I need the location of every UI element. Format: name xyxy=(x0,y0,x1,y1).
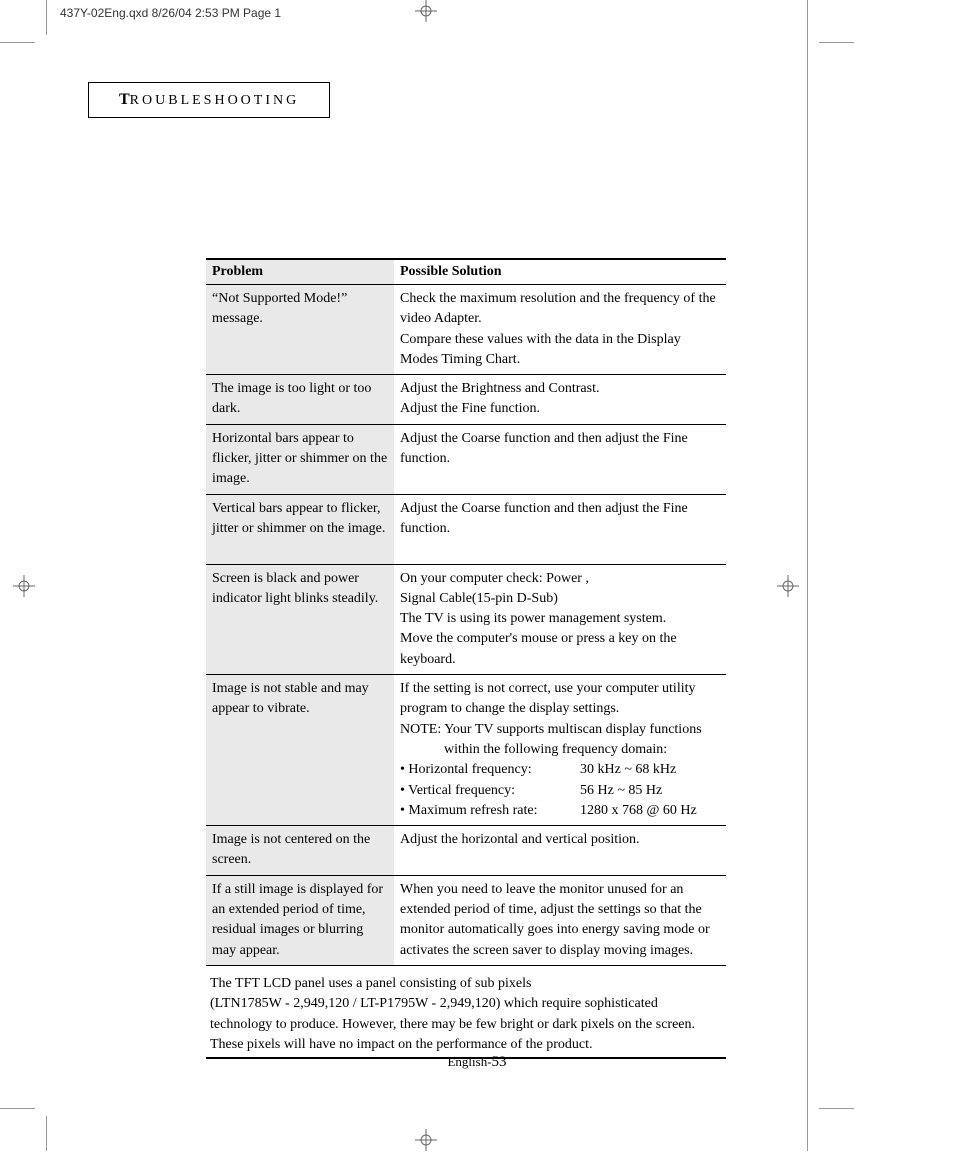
problem-cell: Image is not stable and may appear to vi… xyxy=(206,675,394,826)
page-number: English-53 xyxy=(0,1054,954,1071)
registration-mark-icon xyxy=(415,1129,437,1151)
table-body: “Not Supported Mode!” message. Check the… xyxy=(206,285,726,966)
solution-intro: If the setting is not correct, use your … xyxy=(400,679,720,720)
registration-mark-icon xyxy=(13,575,35,597)
frequency-table: • Horizontal frequency: 30 kHz ~ 68 kHz … xyxy=(400,760,720,821)
cropmark xyxy=(46,0,47,35)
cropmark xyxy=(807,1116,808,1151)
cropmark xyxy=(46,1116,47,1151)
table-header-solution: Possible Solution xyxy=(394,259,726,285)
print-header: 437Y-02Eng.qxd 8/26/04 2:53 PM Page 1 xyxy=(60,6,281,20)
cropmark xyxy=(0,1108,35,1109)
freq-value: 56 Hz ~ 85 Hz xyxy=(580,781,720,801)
solution-note-indent: within the following frequency domain: xyxy=(400,740,720,760)
solution-cell: Adjust the Brightness and Contrast.Adjus… xyxy=(394,375,726,425)
problem-cell: Screen is black and power indicator ligh… xyxy=(206,564,394,674)
table-row: If a still image is displayed for an ext… xyxy=(206,875,726,965)
table-row: Image is not stable and may appear to vi… xyxy=(206,675,726,826)
solution-cell: On your computer check: Power ,Signal Ca… xyxy=(394,564,726,674)
freq-row: • Horizontal frequency: 30 kHz ~ 68 kHz xyxy=(400,760,720,780)
solution-note: NOTE: Your TV supports multiscan display… xyxy=(400,720,720,740)
solution-cell: Check the maximum resolution and the fre… xyxy=(394,285,726,375)
freq-value: 30 kHz ~ 68 kHz xyxy=(580,760,720,780)
table-row: “Not Supported Mode!” message. Check the… xyxy=(206,285,726,375)
freq-row: • Vertical frequency: 56 Hz ~ 85 Hz xyxy=(400,781,720,801)
cropmark xyxy=(807,0,808,1151)
freq-value: 1280 x 768 @ 60 Hz xyxy=(580,801,720,821)
problem-cell: The image is too light or too dark. xyxy=(206,375,394,425)
section-title-rest: ROUBLESHOOTING xyxy=(130,93,300,108)
problem-cell: “Not Supported Mode!” message. xyxy=(206,285,394,375)
solution-cell: When you need to leave the monitor unuse… xyxy=(394,875,726,965)
problem-cell: Image is not centered on the screen. xyxy=(206,826,394,876)
table-header-row: Problem Possible Solution xyxy=(206,259,726,285)
table-row: Vertical bars appear to flicker, jitter … xyxy=(206,494,726,564)
section-title-first: T xyxy=(119,91,130,108)
problem-cell: Vertical bars appear to flicker, jitter … xyxy=(206,494,394,564)
table-header-problem: Problem xyxy=(206,259,394,285)
section-title: TROUBLESHOOTING xyxy=(88,82,330,118)
page-number-prefix: English- xyxy=(447,1054,491,1069)
solution-cell: Adjust the horizontal and vertical posit… xyxy=(394,826,726,876)
freq-label: • Vertical frequency: xyxy=(400,781,580,801)
table-row: The image is too light or too dark. Adju… xyxy=(206,375,726,425)
table-row: Screen is black and power indicator ligh… xyxy=(206,564,726,674)
cropmark xyxy=(819,1108,854,1109)
freq-row: • Maximum refresh rate: 1280 x 768 @ 60 … xyxy=(400,801,720,821)
registration-mark-icon xyxy=(415,0,437,22)
cropmark xyxy=(819,42,854,43)
problem-cell: If a still image is displayed for an ext… xyxy=(206,875,394,965)
registration-mark-icon xyxy=(777,575,799,597)
troubleshooting-table: Problem Possible Solution “Not Supported… xyxy=(206,258,726,966)
freq-label: • Maximum refresh rate: xyxy=(400,801,580,821)
solution-cell: Adjust the Coarse function and then adju… xyxy=(394,424,726,494)
cropmark xyxy=(0,42,35,43)
solution-cell: If the setting is not correct, use your … xyxy=(394,675,726,826)
problem-cell: Horizontal bars appear to flicker, jitte… xyxy=(206,424,394,494)
table-row: Horizontal bars appear to flicker, jitte… xyxy=(206,424,726,494)
solution-cell: Adjust the Coarse function and then adju… xyxy=(394,494,726,564)
footnote: The TFT LCD panel uses a panel consistin… xyxy=(206,972,726,1059)
troubleshooting-table-container: Problem Possible Solution “Not Supported… xyxy=(206,258,726,1059)
freq-label: • Horizontal frequency: xyxy=(400,760,580,780)
table-row: Image is not centered on the screen. Adj… xyxy=(206,826,726,876)
page-number-value: 53 xyxy=(492,1054,507,1070)
